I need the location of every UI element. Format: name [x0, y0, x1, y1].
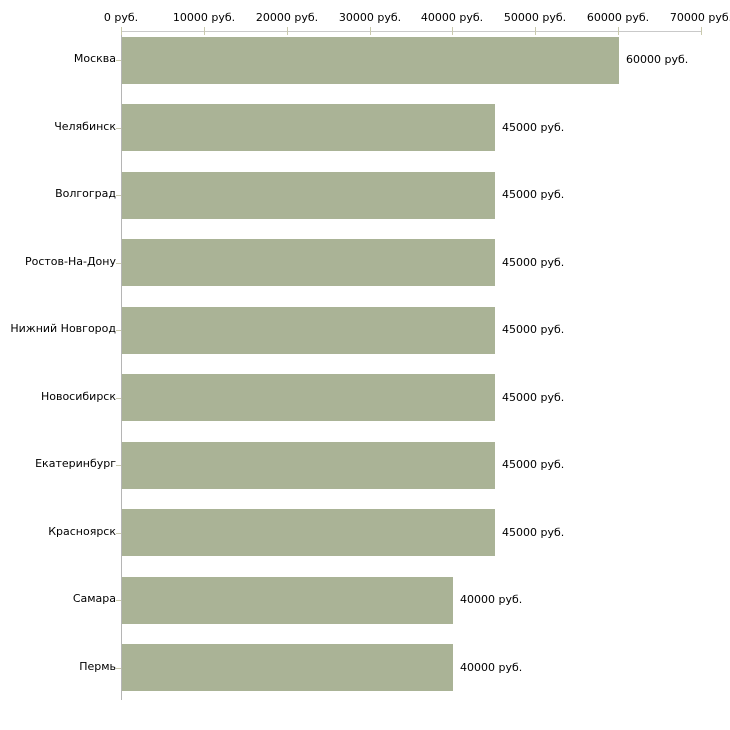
y-tick-mark: [116, 128, 121, 129]
value-label: 45000 руб.: [502, 121, 565, 134]
bar: [122, 509, 495, 556]
bar: [122, 172, 495, 219]
value-label: 40000 руб.: [460, 661, 523, 674]
y-tick-mark: [116, 668, 121, 669]
bar: [122, 577, 453, 624]
y-tick-mark: [116, 533, 121, 534]
bar: [122, 104, 495, 151]
x-tick-mark: [618, 27, 619, 35]
x-tick-label: 50000 руб.: [503, 11, 567, 24]
category-label: Челябинск: [54, 120, 116, 133]
category-label: Новосибирск: [40, 390, 116, 403]
category-label: Волгоград: [55, 187, 116, 200]
y-tick-mark: [116, 60, 121, 61]
bar: [122, 307, 495, 354]
category-label: Ростов-На-Дону: [24, 255, 116, 268]
x-tick-mark: [701, 27, 702, 35]
x-tick-label: 20000 руб.: [255, 11, 319, 24]
value-label: 45000 руб.: [502, 323, 565, 336]
value-label: 45000 руб.: [502, 188, 565, 201]
bar: [122, 644, 453, 691]
x-tick-label: 60000 руб.: [586, 11, 650, 24]
bar: [122, 37, 619, 84]
value-label: 40000 руб.: [460, 593, 523, 606]
value-label: 45000 руб.: [502, 458, 565, 471]
bar: [122, 442, 495, 489]
category-label: Нижний Новгород: [10, 322, 116, 335]
y-tick-mark: [116, 398, 121, 399]
x-axis-line: [121, 31, 702, 32]
value-label: 45000 руб.: [502, 391, 565, 404]
y-tick-mark: [116, 465, 121, 466]
x-tick-mark: [204, 27, 205, 35]
category-label: Пермь: [79, 660, 116, 673]
category-label: Москва: [73, 52, 116, 65]
category-label: Самара: [72, 592, 116, 605]
category-label: Красноярск: [48, 525, 116, 538]
x-tick-label: 10000 руб.: [172, 11, 236, 24]
x-tick-mark: [452, 27, 453, 35]
y-tick-mark: [116, 195, 121, 196]
y-tick-mark: [116, 263, 121, 264]
x-tick-label: 0 руб.: [103, 11, 139, 24]
value-label: 45000 руб.: [502, 256, 565, 269]
y-axis-line: [121, 31, 122, 700]
y-tick-mark: [116, 330, 121, 331]
x-tick-label: 70000 руб.: [669, 11, 730, 24]
value-label: 60000 руб.: [626, 53, 689, 66]
x-tick-mark: [370, 27, 371, 35]
bar: [122, 239, 495, 286]
x-tick-label: 30000 руб.: [338, 11, 402, 24]
category-label: Екатеринбург: [35, 457, 116, 470]
y-tick-mark: [116, 600, 121, 601]
x-tick-mark: [287, 27, 288, 35]
x-tick-mark: [535, 27, 536, 35]
bar: [122, 374, 495, 421]
x-tick-label: 40000 руб.: [420, 11, 484, 24]
value-label: 45000 руб.: [502, 526, 565, 539]
x-tick-mark: [121, 27, 122, 35]
